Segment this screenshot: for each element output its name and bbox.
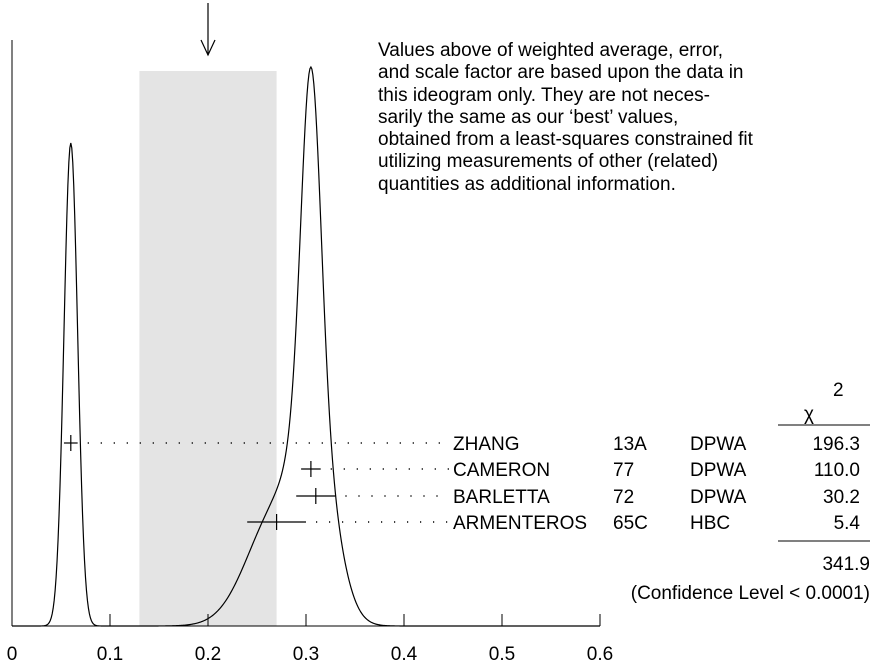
measurement-year: 72 xyxy=(613,487,634,508)
note-line: and scale factor are based upon the data… xyxy=(378,62,744,84)
measurement-chi2: 110.0 xyxy=(814,460,860,481)
note-line: quantities as additional information. xyxy=(378,173,676,195)
measurement-row: ARMENTEROS 65C HBC 5.4 xyxy=(247,513,860,534)
chi2-header-exponent: 2 xyxy=(833,380,844,401)
measurement-chi2: 30.2 xyxy=(823,487,860,508)
measurement-chi2: 196.3 xyxy=(812,434,860,455)
note-line: utilizing measurements of other (related… xyxy=(378,151,719,173)
measurement-year: 65C xyxy=(613,513,648,534)
note-line: Values above of weighted average, error, xyxy=(378,40,724,61)
x-tick-label: 0.4 xyxy=(391,644,418,665)
shaded-band-layer xyxy=(139,71,277,626)
measurement-year: 77 xyxy=(613,460,634,481)
weighted-average-arrow xyxy=(200,3,216,57)
measurement-author: ZHANG xyxy=(453,434,520,455)
ideogram-curve-layer xyxy=(12,65,600,627)
measurement-row: ZHANG 13A DPWA 196.3 xyxy=(63,434,860,455)
measurement-technique: DPWA xyxy=(690,434,747,455)
ideogram-note: Values above of weighted average, error,… xyxy=(378,40,868,196)
chi2-header: χ xyxy=(804,404,814,425)
x-tick-label: 0 xyxy=(7,644,18,665)
measurement-row: BARLETTA 72 DPWA 30.2 xyxy=(296,487,860,508)
measurement-author: ARMENTEROS xyxy=(453,513,587,534)
measurement-technique: DPWA xyxy=(690,460,747,481)
chi2-total: 341.9 xyxy=(822,554,870,575)
x-ticks: 0 0.1 0.2 0.3 0.4 0.5 0.6 xyxy=(7,614,613,665)
x-tick-label: 0.6 xyxy=(587,644,613,665)
measurement-rows: ZHANG 13A DPWA 196.3 CAMERON 77 DPWA 110.0 BARLE… xyxy=(63,434,860,534)
measurement-row: CAMERON 77 DPWA 110.0 xyxy=(301,460,860,481)
measurement-author: BARLETTA xyxy=(453,487,550,508)
measurement-technique: DPWA xyxy=(690,487,747,508)
measurement-chi2: 5.4 xyxy=(834,513,861,534)
note-line: obtained from a least-squares constraine… xyxy=(378,129,753,151)
confidence-level: (Confidence Level < 0.0001) xyxy=(631,583,870,604)
note-line: sarily the same as our ‘best’ values, xyxy=(378,106,679,128)
x-tick-label: 0.2 xyxy=(195,644,221,665)
note-line: this ideogram only. They are not neces- xyxy=(378,84,710,106)
measurement-technique: HBC xyxy=(690,513,730,534)
x-tick-label: 0.1 xyxy=(97,644,123,665)
arrow-head xyxy=(200,39,216,57)
x-tick-label: 0.5 xyxy=(489,644,515,665)
measurement-author: CAMERON xyxy=(453,460,550,481)
ideogram-curve xyxy=(12,65,600,627)
measurement-year: 13A xyxy=(613,434,647,455)
weighted-average-band xyxy=(139,71,277,626)
x-tick-label: 0.3 xyxy=(293,644,319,665)
